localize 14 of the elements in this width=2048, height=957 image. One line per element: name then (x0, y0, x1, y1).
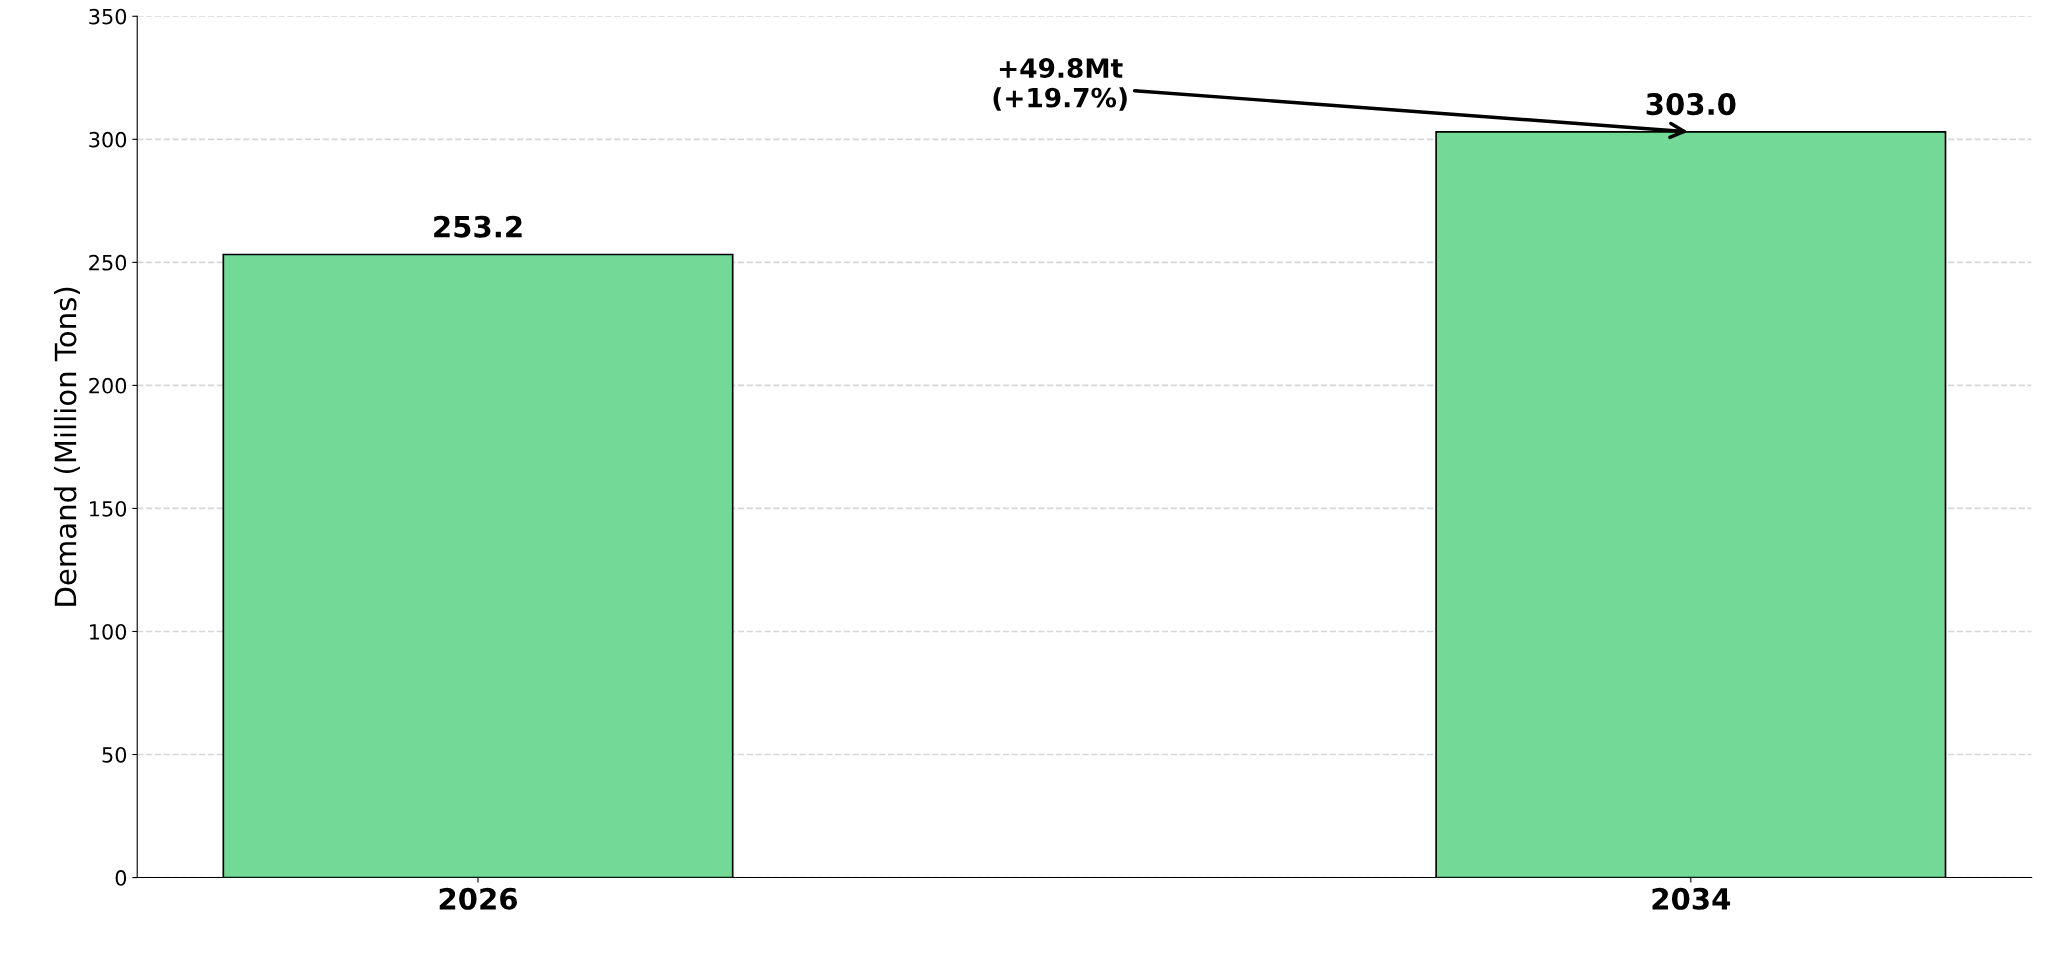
data-label: 253.2 (434, 215, 522, 238)
y-tick-label: 200 (89, 377, 127, 394)
y-axis-title: Demand (Million Tons) (53, 287, 80, 606)
y-tick-label: 50 (102, 746, 127, 763)
y-tick-label: 0 (115, 870, 127, 886)
y-tick-label: 250 (89, 254, 127, 271)
annotation: +49.8Mt (+19.7%) (993, 58, 1127, 111)
data-label: 303.0 (1646, 93, 1736, 116)
y-tick-label: 300 (89, 131, 127, 148)
x-tick-label: 2026 (439, 887, 518, 910)
x-tick-label: 2034 (1652, 887, 1731, 910)
y-tick-label: 150 (90, 500, 127, 517)
y-tick-label: 100 (90, 623, 127, 640)
y-tick-label: 350 (89, 8, 127, 25)
